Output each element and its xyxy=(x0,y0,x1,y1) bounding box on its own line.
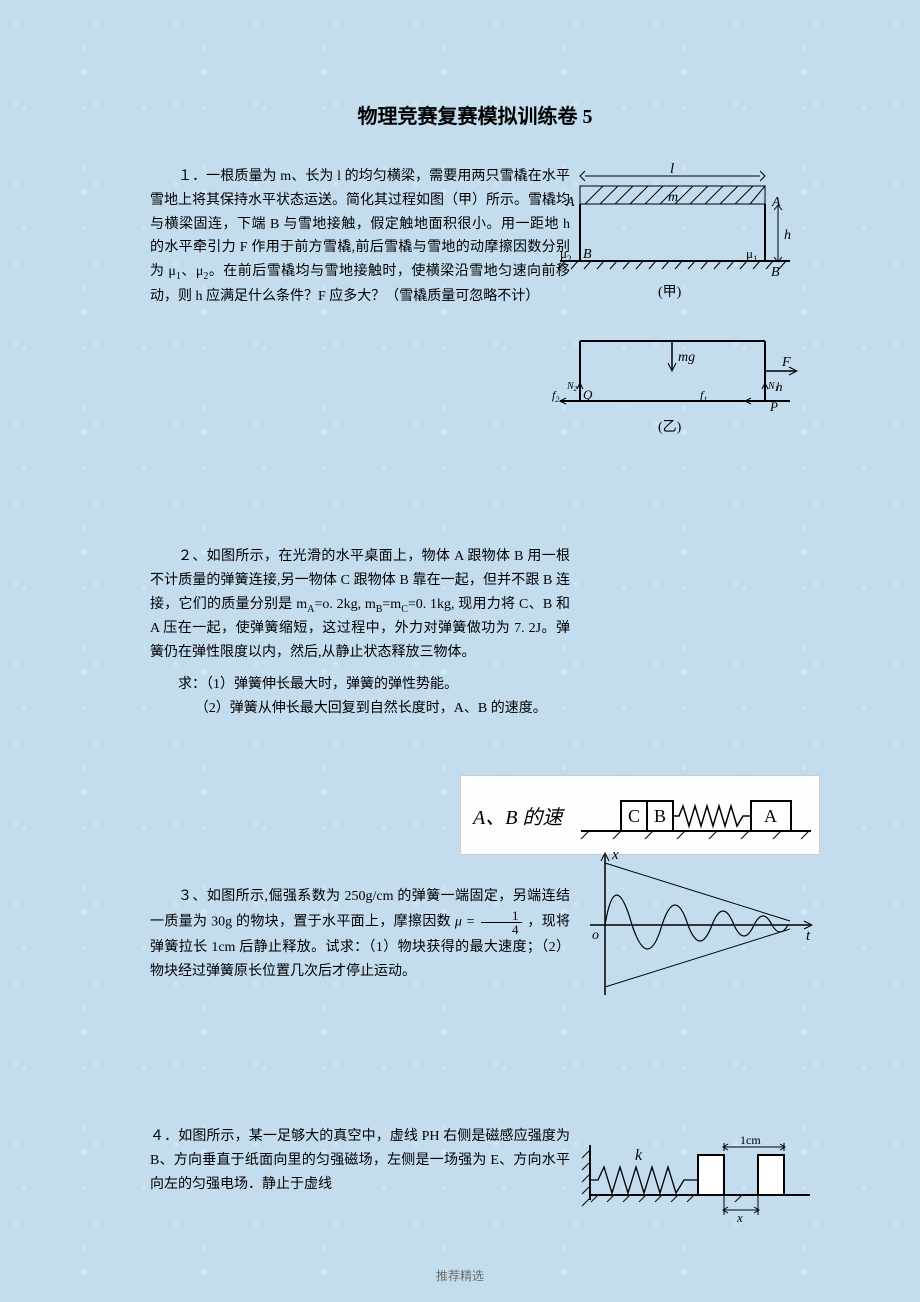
fig3-t: t xyxy=(806,928,811,944)
fig1-Bleft: B xyxy=(583,247,592,262)
figure-4: k xyxy=(580,1135,820,1225)
problem-4-text: ４．如图所示，某一足够大的真空中，虚线 PH 右侧是磁感应强度为 B、方向垂直于… xyxy=(150,1125,570,1196)
problem-3: ３、如图所示,倔强系数为 250g/cm 的弹簧一端固定，另端连结一质量为 30… xyxy=(150,885,800,1045)
fig1-h-top: h xyxy=(784,228,791,243)
p1-t1: １．一根质量为 m、长为 l 的均匀横梁，需要用两只雪橇在水平雪地上将其保持水平… xyxy=(150,169,570,279)
problem-2: ２、如图所示，在光滑的水平桌面上，物体 A 跟物体 B 用一根不计质量的弹簧连接… xyxy=(150,545,800,775)
frac-num: 1 xyxy=(481,909,522,923)
fig1-cap1: (甲) xyxy=(658,285,682,300)
figure-1: l xyxy=(550,161,800,501)
frac-den: 4 xyxy=(481,923,522,936)
problem-1-text: １．一根质量为 m、长为 l 的均匀横梁，需要用两只雪橇在水平雪地上将其保持水平… xyxy=(150,165,570,309)
fig1-f1s: 1 xyxy=(703,395,707,404)
fig1-Q: Q xyxy=(583,387,593,402)
p2-eB: =m xyxy=(382,597,401,612)
fig1-mu1: μ xyxy=(746,246,753,261)
p2-eA: =o. 2kg, m xyxy=(314,597,375,612)
fig4-k: k xyxy=(635,1147,643,1164)
fig1-m: m xyxy=(668,190,678,205)
p3-mu: μ = xyxy=(455,915,475,930)
fig1-f2s: 2 xyxy=(555,395,559,404)
problem-2-q: 求：（1）弹簧伸长最大时，弹簧的弹性势能。 （2）弹簧从伸长最大回复到自然长度时… xyxy=(150,673,800,721)
fig1-N2s: 2 xyxy=(574,385,578,393)
fig1-F: F xyxy=(781,355,791,370)
p1-mid: 、μ xyxy=(181,264,203,279)
fig3-x: x xyxy=(611,847,619,863)
fig1-mg: mg xyxy=(678,350,695,365)
fig2-lbl: A、B 的速 xyxy=(471,807,565,829)
p1-t2: 。在前后雪橇均与雪地接触时，使横梁沿雪地匀速向前移动，则 h 应满足什么条件？F… xyxy=(150,264,570,304)
fig1-cap2: (乙) xyxy=(658,419,682,435)
fraction: 1 4 xyxy=(481,909,522,936)
footer: 推荐精选 xyxy=(0,1267,920,1284)
fig2-B: B xyxy=(654,806,666,826)
svg-text:f1: f1 xyxy=(700,388,707,404)
svg-text:N2: N2 xyxy=(566,381,578,393)
fig3-o: o xyxy=(592,928,599,943)
p2-q2: （2）弹簧从伸长最大回复到自然长度时，A、B 的速度。 xyxy=(150,697,800,721)
page-title: 物理竞赛复赛模拟训练卷 5 xyxy=(150,100,800,129)
p2-sC: C xyxy=(401,603,408,614)
problem-1: １．一根质量为 m、长为 l 的均匀横梁，需要用两只雪橇在水平雪地上将其保持水平… xyxy=(150,165,800,515)
p2-q1: 求：（1）弹簧伸长最大时，弹簧的弹性势能。 xyxy=(150,673,800,697)
svg-text:f2: f2 xyxy=(552,388,559,404)
fig1-mu2: μ xyxy=(560,246,567,261)
problem-2-text: ２、如图所示，在光滑的水平桌面上，物体 A 跟物体 B 用一根不计质量的弹簧连接… xyxy=(150,545,570,665)
fig2-A: A xyxy=(764,806,777,826)
fig4-x: x xyxy=(736,1210,743,1225)
fig1-l: l xyxy=(670,161,674,177)
problem-3-text: ３、如图所示,倔强系数为 250g/cm 的弹簧一端固定，另端连结一质量为 30… xyxy=(150,885,570,983)
fig2-C: C xyxy=(628,806,640,826)
figure-3: x o t xyxy=(570,845,820,1005)
fig4-cm: 1cm xyxy=(740,1135,761,1147)
fig1-Bright: B xyxy=(771,265,780,280)
figure-2: A、B 的速 C B xyxy=(460,775,820,855)
problem-4: ４．如图所示，某一足够大的真空中，虚线 PH 右侧是磁感应强度为 B、方向垂直于… xyxy=(150,1125,800,1196)
page: 物理竞赛复赛模拟训练卷 5 １．一根质量为 m、长为 l 的均匀横梁，需要用两只… xyxy=(0,0,920,1302)
fig1-Aleft: A xyxy=(565,195,575,210)
fig1-N1s: 1 xyxy=(775,385,779,393)
fig1-mu1s: 1 xyxy=(753,254,758,264)
fig1-P: P xyxy=(769,399,778,414)
fig1-mu2s: 2 xyxy=(567,254,572,264)
